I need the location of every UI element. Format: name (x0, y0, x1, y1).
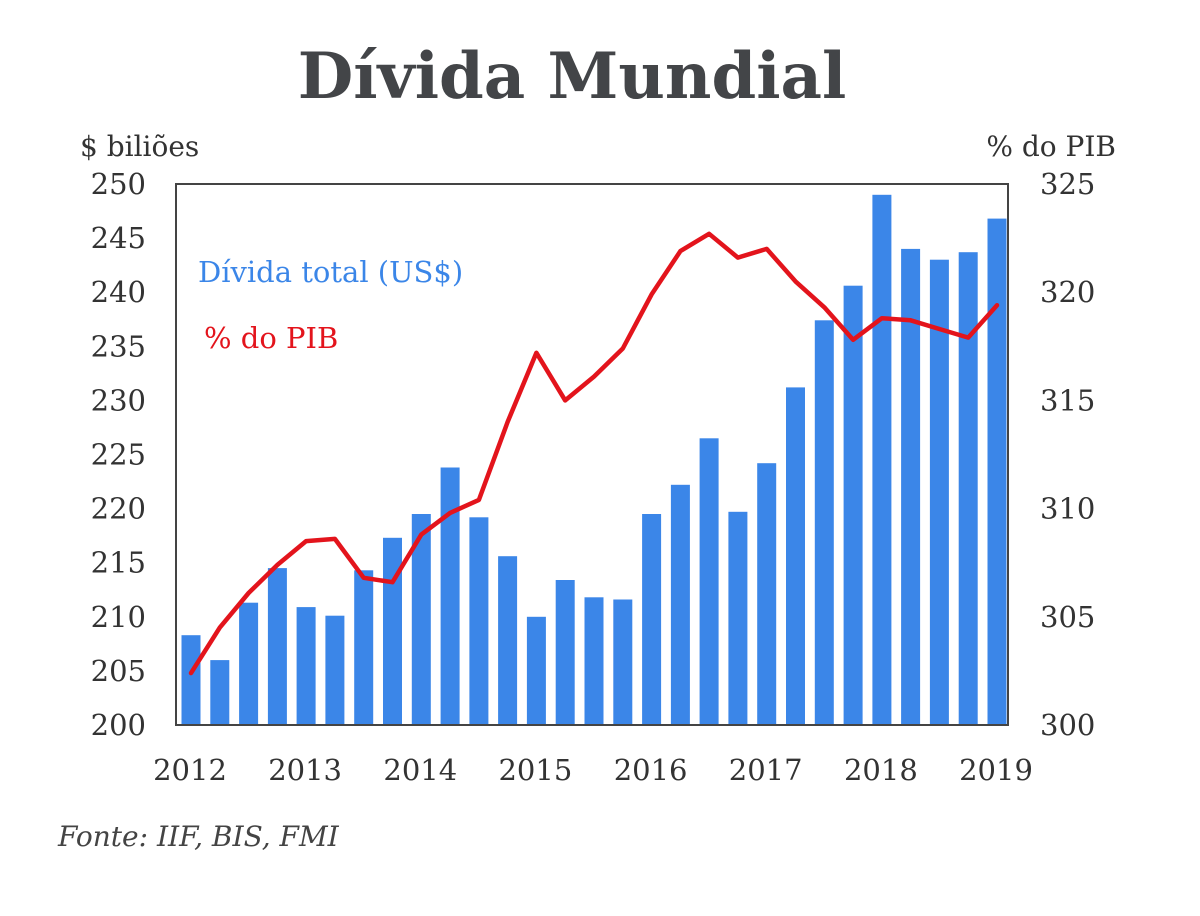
bar (929, 259, 949, 725)
line-point (852, 339, 854, 341)
line-point (910, 319, 912, 321)
legend-debt-total: Dívida total (US$) (198, 255, 463, 289)
bar (872, 194, 892, 726)
line-point (334, 538, 336, 540)
left-tick-label: 210 (91, 600, 146, 634)
line-point (651, 293, 653, 295)
line-point (190, 672, 192, 674)
left-tick-label: 245 (91, 221, 146, 255)
bar (670, 484, 690, 725)
bar (267, 568, 287, 725)
right-tick-label: 300 (1040, 708, 1095, 742)
line-point (449, 512, 451, 514)
bar (325, 615, 345, 725)
bar (728, 511, 748, 725)
left-tick-label: 200 (91, 708, 146, 742)
legend-pct-gdp: % do PIB (204, 321, 338, 355)
chart-title: Dívida Mundial (298, 39, 847, 114)
x-tick-label: 2016 (614, 753, 688, 787)
line-point (420, 534, 422, 536)
bar (440, 467, 460, 725)
right-tick-label: 315 (1040, 383, 1095, 417)
line-point (967, 337, 969, 339)
bar (642, 514, 662, 725)
x-axis-ticks: 2012 2013 2014 2015 2016 2017 2018 2019 (153, 753, 1033, 787)
right-axis-label: % do PIB (986, 130, 1116, 163)
line-point (392, 581, 393, 583)
bar (181, 635, 201, 725)
left-tick-label: 240 (91, 275, 146, 309)
bar (383, 537, 402, 725)
left-axis-label: $ biliões (80, 130, 199, 163)
line-point (535, 352, 537, 354)
bar (843, 285, 863, 725)
x-tick-label: 2018 (844, 753, 918, 787)
left-tick-label: 250 (91, 167, 146, 201)
bar (210, 660, 230, 725)
bar (239, 602, 259, 725)
x-tick-label: 2013 (268, 753, 342, 787)
line-point (766, 248, 768, 250)
plot-frame (175, 183, 1009, 726)
x-tick-label: 2012 (153, 753, 227, 787)
bar (901, 248, 921, 725)
bar-series (181, 194, 1007, 726)
bar (814, 320, 834, 725)
line-point (363, 577, 365, 579)
line-point (593, 376, 595, 378)
line-point (737, 257, 739, 259)
bar (958, 252, 978, 725)
right-tick-label: 310 (1040, 492, 1095, 526)
bar (296, 607, 316, 725)
bar (699, 438, 719, 725)
bar (757, 463, 777, 725)
line-series-layer (188, 231, 1000, 676)
line-point (881, 317, 883, 319)
left-tick-label: 230 (91, 383, 146, 417)
bar (469, 517, 489, 725)
x-tick-label: 2017 (729, 753, 803, 787)
line-point (248, 592, 250, 594)
line-point (507, 421, 509, 423)
line-point (708, 233, 710, 235)
line-point (305, 540, 307, 542)
line-point (622, 348, 624, 349)
source-note: Fonte: IIF, BIS, FMI (57, 820, 340, 853)
line-point (276, 564, 278, 566)
line-point (478, 499, 480, 501)
line-point (219, 627, 221, 629)
x-tick-label: 2015 (498, 753, 572, 787)
bar (526, 616, 546, 725)
line-point (938, 328, 940, 330)
bar (498, 556, 518, 725)
left-tick-label: 205 (91, 654, 146, 688)
right-tick-label: 305 (1040, 600, 1095, 634)
bar (555, 580, 575, 725)
bar (584, 597, 604, 725)
right-axis-ticks: 300 305 310 315 320 325 (1040, 167, 1095, 742)
bar (786, 387, 805, 725)
left-tick-label: 220 (91, 492, 146, 526)
line-point (679, 250, 681, 252)
left-tick-label: 225 (91, 438, 146, 472)
left-tick-label: 215 (91, 546, 146, 580)
line-point (823, 306, 825, 308)
left-tick-label: 235 (91, 329, 146, 363)
line-point (564, 399, 566, 401)
right-tick-label: 325 (1040, 167, 1095, 201)
x-tick-label: 2014 (383, 753, 457, 787)
bar (354, 570, 374, 725)
bar (411, 514, 431, 725)
left-axis-ticks: 200 205 210 215 220 225 230 235 240 245 250 (91, 167, 146, 742)
x-tick-label: 2019 (959, 753, 1033, 787)
line-point (795, 280, 796, 282)
line-point (996, 304, 998, 306)
bar (987, 218, 1007, 725)
right-tick-label: 320 (1040, 275, 1095, 309)
bar (613, 599, 633, 725)
